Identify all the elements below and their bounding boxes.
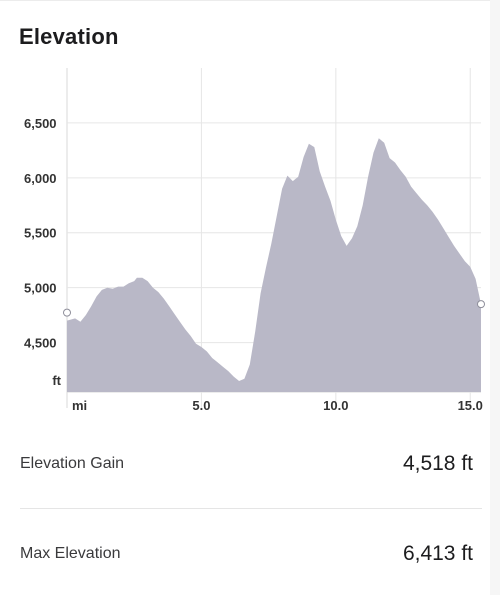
y-tick-label: 5,500 (24, 226, 57, 241)
stat-row-elevation-gain: Elevation Gain 4,518 ft (0, 420, 500, 508)
y-tick-label: 4,500 (24, 336, 57, 351)
x-tick-label: 10.0 (323, 398, 348, 413)
x-tick-label: 15.0 (458, 398, 483, 413)
top-divider (0, 0, 500, 1)
right-edge (490, 0, 500, 595)
row-divider (20, 508, 482, 509)
elevation-gain-label: Elevation Gain (20, 455, 125, 472)
y-unit-label: ft (52, 373, 61, 388)
max-elevation-label: Max Elevation (20, 545, 121, 562)
y-tick-label: 5,000 (24, 281, 57, 296)
x-tick-label: 5.0 (192, 398, 210, 413)
elevation-gain-value: 4,518 ft (402, 452, 473, 475)
end-marker (477, 300, 485, 309)
max-elevation-value: 6,413 ft (402, 542, 473, 565)
elevation-area (67, 138, 481, 392)
page-title: Elevation (19, 24, 119, 49)
y-tick-label: 6,000 (24, 171, 57, 186)
stat-row-max-elevation: Max Elevation 6,413 ft (0, 510, 500, 598)
x-unit-label: mi (72, 398, 87, 413)
start-marker (63, 308, 71, 317)
y-tick-label: 6,500 (24, 116, 57, 131)
